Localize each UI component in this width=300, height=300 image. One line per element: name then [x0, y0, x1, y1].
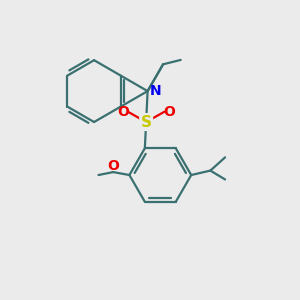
Text: O: O: [107, 159, 119, 173]
Text: O: O: [118, 105, 129, 119]
Text: N: N: [150, 84, 162, 98]
Text: S: S: [141, 115, 152, 130]
Text: O: O: [163, 105, 175, 119]
